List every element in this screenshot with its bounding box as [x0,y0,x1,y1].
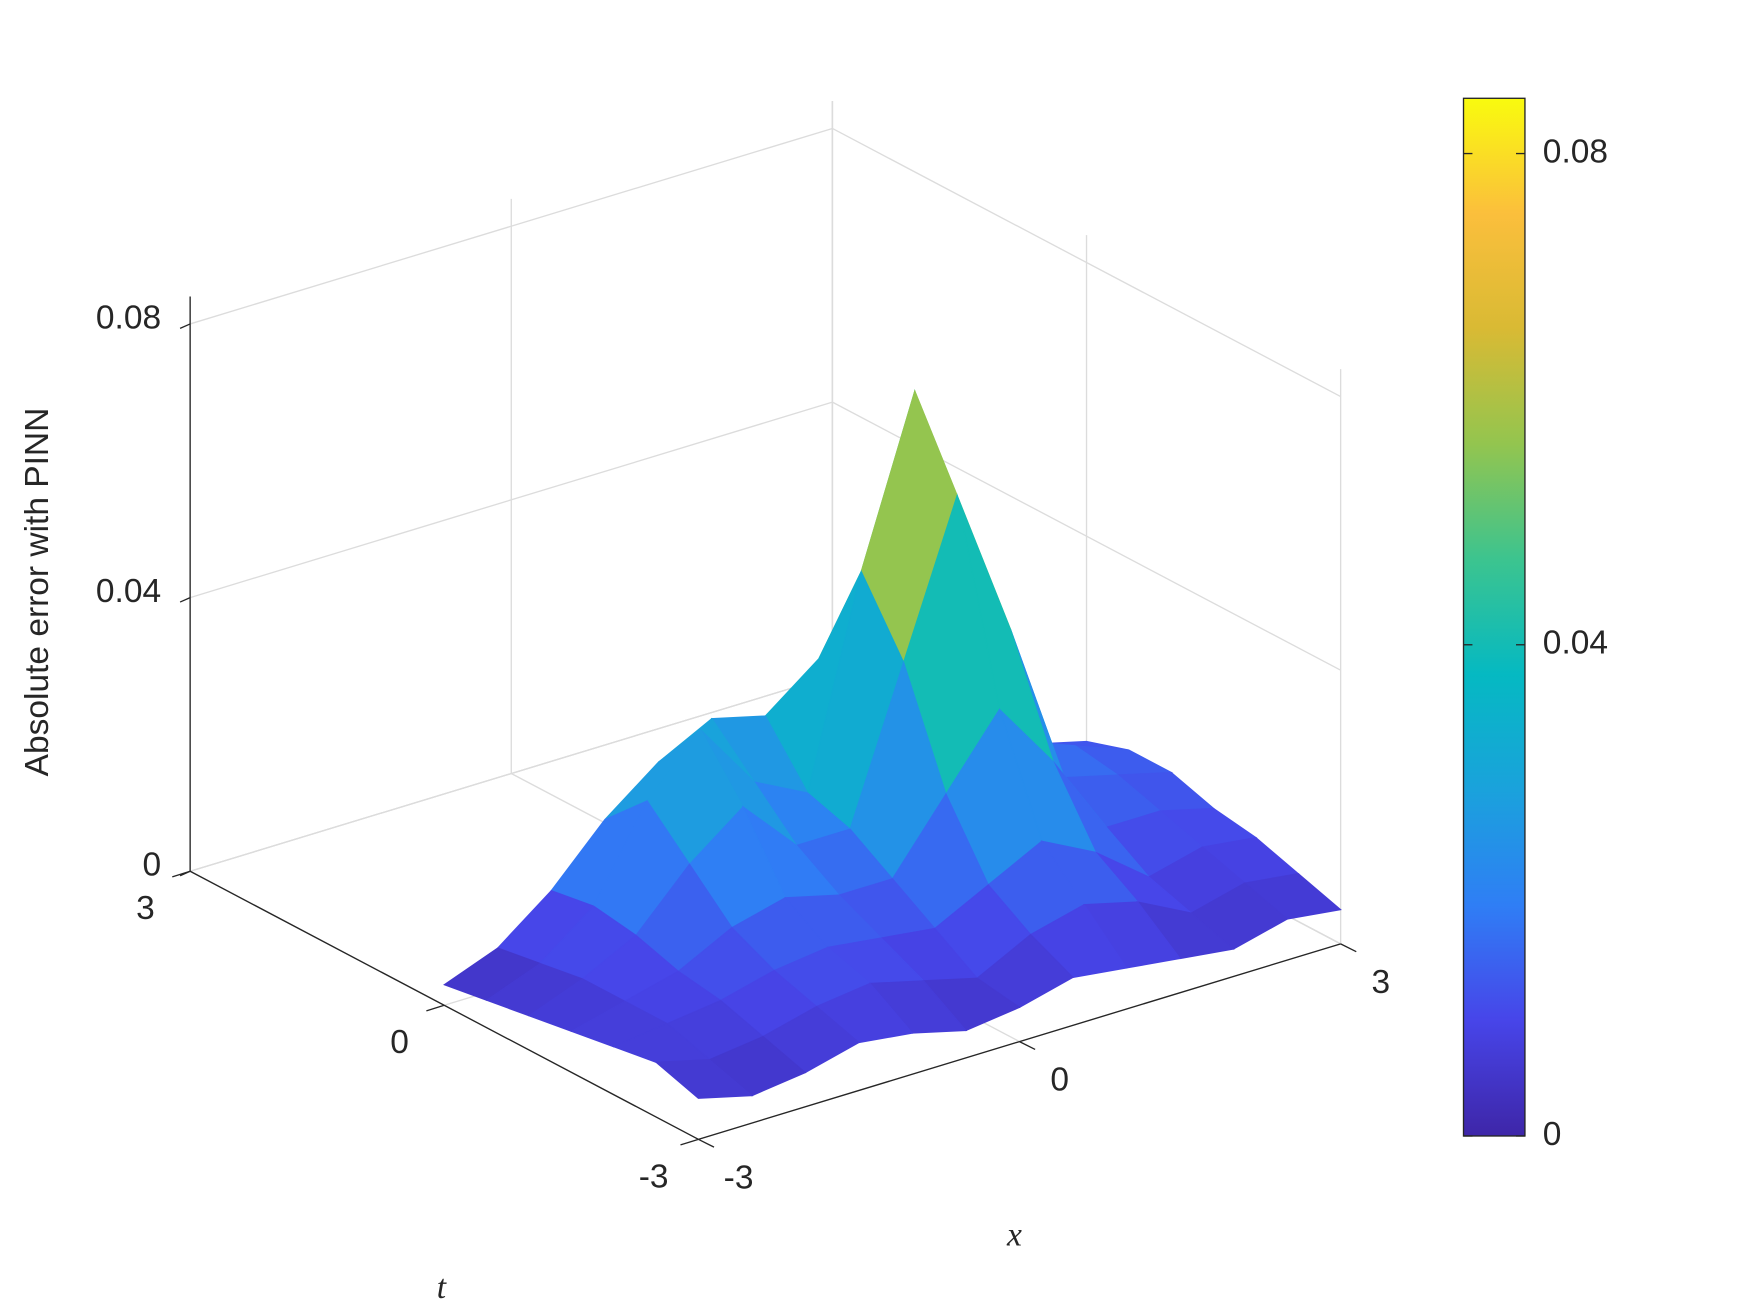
x-tick-label: 0 [1050,1062,1069,1099]
colorbar-tick-label: 0 [1543,1116,1562,1153]
colorbar-scale [1462,97,1526,1137]
t-tick-label: 0 [390,1024,409,1061]
surface-cell [654,1059,754,1099]
colorbar-tick-label: 0.04 [1543,625,1608,662]
z-tick-label: 0.08 [96,299,161,336]
x-tick [1019,1040,1036,1051]
t-tick [680,1138,699,1146]
x-axis-label: x [1006,1216,1022,1253]
t-tick [172,870,191,878]
t-tick-label: 3 [136,890,155,927]
z-tick [179,596,191,603]
z-tick-label: 0.04 [96,573,161,610]
x-tick [1340,943,1357,953]
z-axis-label: Absolute error with PINN [19,408,56,777]
t-axis-label: t [437,1269,447,1306]
z-tick [179,323,191,330]
t-tick-label: -3 [639,1158,669,1195]
t-grid-line [189,675,833,872]
x-tick [698,1138,715,1148]
axes: 0 0.04 0.08 -3 0 3 -3 0 3 [96,296,1391,1196]
colorbar: 0 0.04 0.08 [1462,97,1608,1153]
x-tick-label: -3 [724,1159,754,1196]
t-tick [426,1004,445,1012]
x-tick-label: 3 [1372,964,1391,1001]
surface [443,388,1342,1099]
z-tick-label: 0 [142,847,161,884]
colorbar-tick-label: 0.08 [1543,133,1608,170]
